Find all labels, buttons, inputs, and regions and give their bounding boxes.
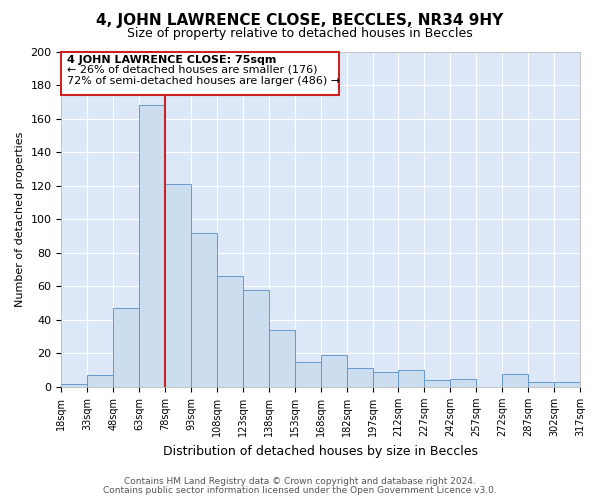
Text: Contains HM Land Registry data © Crown copyright and database right 2024.: Contains HM Land Registry data © Crown c…	[124, 477, 476, 486]
Bar	[502, 374, 528, 387]
Bar	[113, 308, 139, 387]
Bar	[321, 355, 347, 387]
Text: Contains public sector information licensed under the Open Government Licence v3: Contains public sector information licen…	[103, 486, 497, 495]
Y-axis label: Number of detached properties: Number of detached properties	[15, 132, 25, 307]
Bar	[61, 384, 88, 387]
Bar	[165, 184, 191, 387]
Text: 4, JOHN LAWRENCE CLOSE, BECCLES, NR34 9HY: 4, JOHN LAWRENCE CLOSE, BECCLES, NR34 9H…	[97, 12, 503, 28]
Bar	[269, 330, 295, 387]
Bar	[243, 290, 269, 387]
Bar	[347, 368, 373, 387]
Bar	[424, 380, 451, 387]
Bar	[373, 372, 398, 387]
Bar	[217, 276, 243, 387]
Bar	[451, 378, 476, 387]
Text: 4 JOHN LAWRENCE CLOSE: 75sqm: 4 JOHN LAWRENCE CLOSE: 75sqm	[67, 55, 276, 65]
FancyBboxPatch shape	[61, 52, 339, 95]
Text: 72% of semi-detached houses are larger (486) →: 72% of semi-detached houses are larger (…	[67, 76, 340, 86]
Bar	[528, 382, 554, 387]
X-axis label: Distribution of detached houses by size in Beccles: Distribution of detached houses by size …	[163, 444, 478, 458]
Bar	[554, 382, 580, 387]
Bar	[398, 370, 424, 387]
Text: Size of property relative to detached houses in Beccles: Size of property relative to detached ho…	[127, 28, 473, 40]
Text: ← 26% of detached houses are smaller (176): ← 26% of detached houses are smaller (17…	[67, 65, 317, 75]
Bar	[139, 105, 165, 387]
Bar	[295, 362, 321, 387]
Bar	[191, 232, 217, 387]
Bar	[88, 375, 113, 387]
